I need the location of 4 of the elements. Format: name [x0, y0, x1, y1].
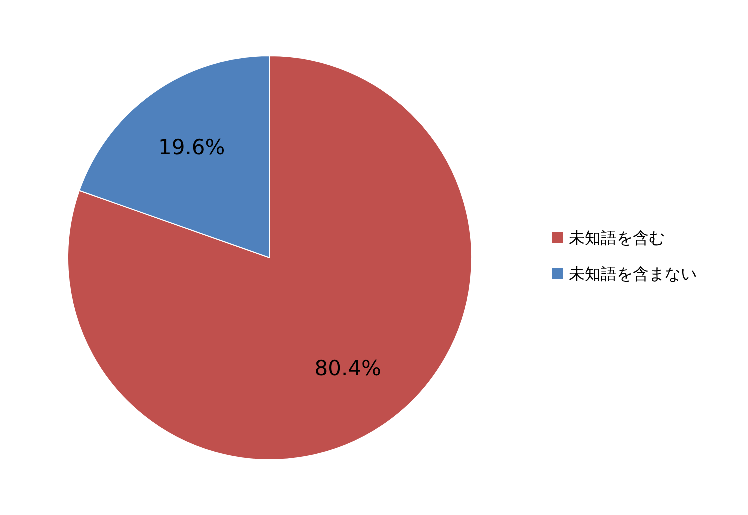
legend-label: 未知語を含む: [569, 228, 665, 248]
legend-label: 未知語を含まない: [569, 264, 697, 284]
data-label: 80.4%: [314, 356, 382, 380]
data-label: 19.6%: [158, 136, 226, 160]
